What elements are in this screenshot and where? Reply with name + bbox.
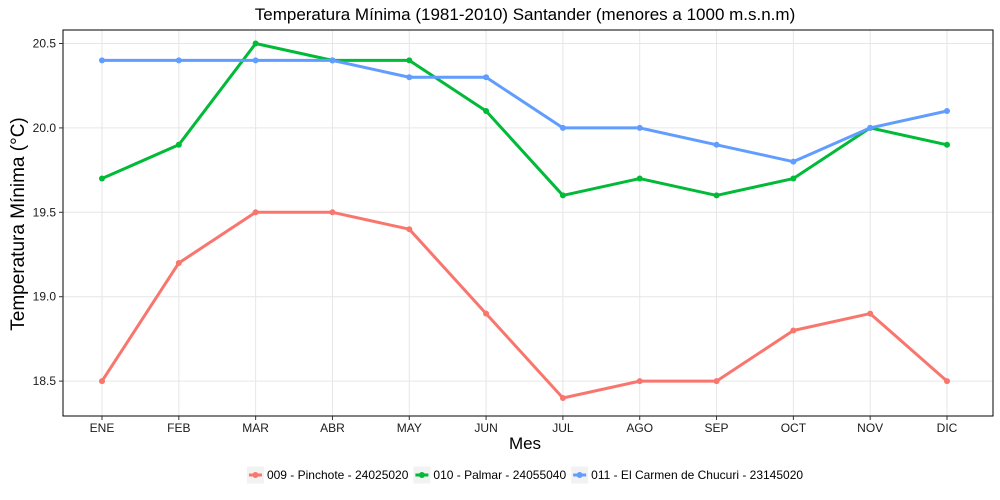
- data-point: [559, 192, 566, 199]
- data-point: [329, 209, 336, 216]
- legend: 009 - Pinchote - 24025020 010 - Palmar - …: [246, 466, 803, 484]
- x-tick-label: ABR: [320, 421, 345, 435]
- data-point: [483, 74, 490, 81]
- data-point: [175, 141, 182, 148]
- data-point: [99, 378, 105, 385]
- x-axis-title: Mes: [509, 434, 541, 453]
- series-line-0: [100, 210, 949, 400]
- y-tick-label: 20.5: [33, 37, 57, 51]
- data-point: [252, 209, 259, 216]
- chart-title: Temperatura Mínima (1981-2010) Santander…: [255, 5, 795, 24]
- legend-label: 009 - Pinchote - 24025020: [267, 468, 409, 482]
- data-point: [175, 259, 182, 266]
- data-point: [483, 108, 490, 115]
- series-line-2: [100, 58, 949, 164]
- data-point: [252, 40, 259, 47]
- data-point: [99, 57, 105, 64]
- data-point: [636, 175, 643, 182]
- grid: [63, 30, 993, 416]
- x-tick-label: ENE: [90, 421, 115, 435]
- plot-frame: [62, 29, 994, 417]
- data-point: [867, 124, 874, 131]
- y-tick-label: 18.5: [33, 374, 57, 388]
- x-tick-label: JUL: [552, 421, 574, 435]
- data-point: [713, 141, 720, 148]
- legend-label: 011 - El Carmen de Chucuri - 23145020: [591, 468, 803, 482]
- y-tick-label: 19.5: [33, 205, 57, 219]
- legend-key-point: [418, 472, 425, 478]
- data-point: [483, 310, 490, 317]
- data-point: [867, 310, 874, 317]
- y-tick-label: 19.0: [33, 290, 57, 304]
- series-lines: [99, 40, 950, 401]
- legend-key-point: [576, 472, 583, 478]
- data-point: [713, 378, 720, 385]
- y-axis-title: Temperatura Mínima (°C): [8, 117, 29, 330]
- data-point: [944, 108, 950, 115]
- legend-label: 010 - Palmar - 24055040: [433, 468, 566, 482]
- x-tick-label: MAY: [397, 421, 422, 435]
- data-point: [944, 141, 950, 148]
- x-tick-label: FEB: [167, 421, 190, 435]
- data-point: [636, 378, 643, 385]
- data-point: [559, 395, 566, 401]
- x-tick-label: AGO: [626, 421, 653, 435]
- x-tick-label: NOV: [857, 421, 883, 435]
- data-point: [790, 175, 797, 182]
- axes: 18.5 19.0 19.5 20.0 20.5 ENE FEB MAR ABR MAY JUN JU…: [33, 37, 958, 436]
- data-point: [713, 192, 720, 199]
- x-tick-label: JUN: [474, 421, 497, 435]
- data-point: [406, 226, 413, 233]
- data-point: [944, 378, 950, 385]
- legend-key-point: [252, 472, 259, 478]
- x-tick-label: MAR: [242, 421, 269, 435]
- data-point: [99, 175, 105, 182]
- data-point: [406, 57, 413, 64]
- x-tick-label: DIC: [937, 421, 958, 435]
- x-tick-label: SEP: [705, 421, 729, 435]
- data-point: [329, 57, 336, 64]
- data-point: [252, 57, 259, 64]
- data-point: [559, 124, 566, 131]
- x-tick-label: OCT: [781, 421, 807, 435]
- data-point: [790, 158, 797, 165]
- data-point: [406, 74, 413, 81]
- y-tick-label: 20.0: [33, 121, 57, 135]
- data-point: [175, 57, 182, 64]
- data-point: [790, 327, 797, 334]
- data-point: [636, 124, 643, 131]
